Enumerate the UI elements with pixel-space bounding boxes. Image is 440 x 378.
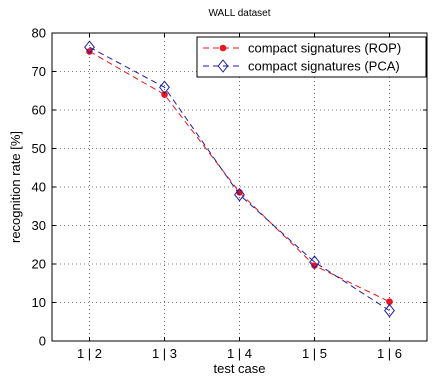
data-point (309, 255, 320, 269)
y-tick-label: 50 (32, 141, 46, 156)
legend-entry-1: compact signatures (PCA) (203, 59, 400, 74)
series-1 (84, 40, 395, 318)
x-axis-label: test case (213, 361, 265, 376)
legend-box (196, 36, 427, 78)
y-tick-label: 60 (32, 103, 46, 118)
y-tick-label: 0 (39, 334, 46, 349)
data-point (234, 187, 245, 202)
x-tick-label: 1 | 6 (377, 346, 402, 361)
data-point (384, 303, 395, 318)
grid-lines (52, 33, 427, 341)
y-tick-label: 80 (32, 26, 46, 41)
series-line (89, 51, 390, 303)
legend-label: compact signatures (ROP) (248, 41, 401, 56)
x-tick-label: 1 | 4 (227, 346, 252, 361)
data-point (386, 298, 393, 306)
y-tick-label: 70 (32, 64, 46, 79)
chart-title: WALL dataset (208, 8, 270, 19)
data-point (161, 91, 168, 98)
legend-label: compact signatures (PCA) (248, 59, 400, 74)
legend-marker (219, 44, 227, 52)
axis-ticks: 0 10 20 30 40 50 60 70 80 1 | 2 1 | 3 1 | 4 1 | 5 1 |… (32, 26, 427, 361)
legend-entry-0: compact signatures (ROP) (203, 41, 401, 56)
series-0 (86, 48, 393, 306)
x-tick-label: 1 | 2 (77, 346, 102, 361)
x-tick-label: 1 | 3 (152, 346, 177, 361)
series-line (89, 46, 390, 312)
data-point (86, 48, 93, 55)
legend: compact signatures (ROP) compact signatur… (196, 36, 427, 78)
y-tick-label: 40 (32, 180, 46, 195)
series-lines (84, 40, 395, 318)
y-tick-label: 20 (32, 257, 46, 272)
y-tick-label: 30 (32, 218, 46, 233)
legend-marker (217, 59, 229, 73)
y-axis-label: recognition rate [%] (8, 131, 23, 243)
y-tick-label: 10 (32, 295, 46, 310)
data-point (84, 40, 95, 55)
data-point (159, 80, 170, 95)
x-tick-label: 1 | 5 (302, 346, 327, 361)
